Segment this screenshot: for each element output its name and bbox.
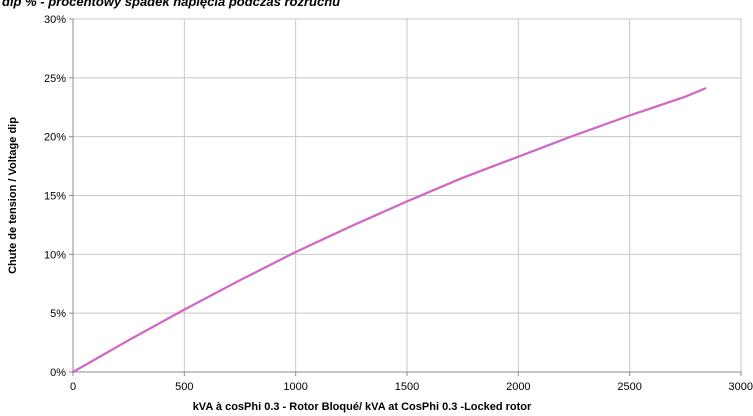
y-tick-label: 5% xyxy=(50,308,66,320)
grid-layer xyxy=(72,18,742,373)
y-tick-label: 10% xyxy=(44,249,66,261)
tick-label-layer: 0% 5% 10% 15% 20% 25% 30% 0 500 1000 1500 2000 2500 3… xyxy=(44,14,753,393)
series-line-voltage-dip xyxy=(71,87,707,374)
y-tick-label: 15% xyxy=(44,191,66,203)
y-tick-label: 25% xyxy=(44,73,66,85)
chart-title: dip % - procentowy spadek napięcia podcz… xyxy=(2,0,340,9)
x-tick-label: 2000 xyxy=(506,381,530,393)
x-tick-label: 0 xyxy=(70,381,76,393)
x-tick-label: 500 xyxy=(175,381,193,393)
y-tick-label: 20% xyxy=(44,132,66,144)
y-axis-label: Chute de tension / Voltage dip xyxy=(7,117,19,274)
x-axis-label: kVA à cosPhi 0.3 - Rotor Bloqué/ kVA at … xyxy=(193,401,532,413)
x-tick-label: 2500 xyxy=(617,381,641,393)
x-tick-label: 1000 xyxy=(283,381,307,393)
x-tick-label: 1500 xyxy=(395,381,419,393)
series-layer xyxy=(71,87,707,374)
x-tick-label: 3000 xyxy=(729,381,753,393)
y-tick-label: 0% xyxy=(50,367,66,379)
y-tick-label: 30% xyxy=(44,14,66,26)
axis-layer xyxy=(69,18,742,376)
